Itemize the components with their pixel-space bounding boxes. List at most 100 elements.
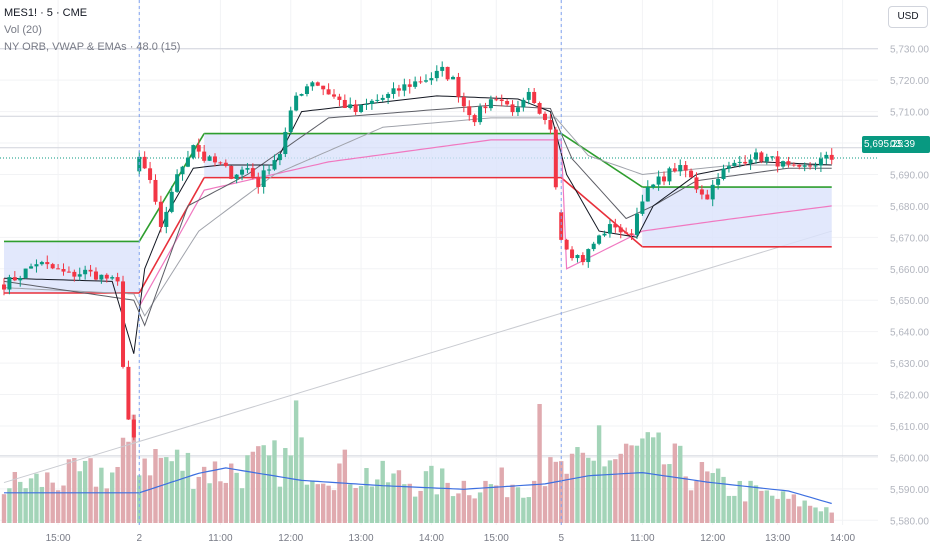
volume-bar	[320, 483, 326, 523]
candle-body	[570, 249, 575, 259]
candle	[499, 94, 504, 107]
candle-body	[153, 179, 158, 202]
candle	[705, 189, 710, 200]
candle-body	[543, 113, 547, 120]
price-tick-label: 5,660.00	[890, 265, 929, 276]
candle-body	[640, 201, 645, 214]
bar-countdown: 03:39	[890, 139, 916, 150]
candle	[332, 89, 337, 99]
candle	[148, 161, 153, 184]
candle-body	[326, 89, 331, 95]
candle	[570, 246, 575, 261]
candle-body	[737, 161, 742, 163]
candle	[18, 275, 23, 287]
currency-button[interactable]: USD	[888, 6, 928, 28]
volume-bar	[418, 490, 423, 523]
candle-body	[689, 170, 694, 178]
volume-bar	[575, 447, 580, 523]
candle	[304, 83, 309, 97]
volume-bar	[694, 481, 699, 523]
candle-body	[256, 176, 261, 187]
candle-body	[829, 154, 834, 160]
volume-bar	[732, 495, 737, 523]
volume-bar	[564, 473, 569, 523]
volume-bar	[402, 484, 407, 523]
candle	[829, 148, 834, 165]
volume-bar	[169, 461, 174, 523]
candle-body	[483, 106, 488, 109]
candle-body	[386, 93, 391, 98]
candle	[505, 98, 510, 107]
candle-body	[645, 187, 650, 202]
candle	[678, 159, 683, 177]
candle	[645, 180, 650, 202]
candle-body	[526, 91, 531, 100]
volume-bar	[207, 483, 212, 523]
volume-bar	[753, 485, 759, 523]
candle-body	[764, 156, 769, 162]
candle	[423, 74, 428, 83]
volume-bar	[72, 457, 77, 523]
candle	[434, 65, 439, 82]
indicator-lines	[3, 95, 832, 354]
candle	[56, 264, 61, 270]
candle-body	[23, 268, 28, 278]
candle	[445, 66, 450, 81]
candle-body	[299, 93, 304, 96]
volume-bar	[526, 497, 531, 523]
volume-bar	[629, 445, 634, 523]
candle-body	[721, 168, 726, 179]
candle	[369, 99, 374, 110]
candle	[72, 269, 77, 282]
candle-body	[39, 262, 44, 265]
candle	[283, 127, 288, 158]
time-tick-label: 14:00	[830, 533, 855, 544]
candle-body	[304, 86, 309, 94]
candle-body	[515, 107, 520, 113]
candle-body	[634, 213, 639, 235]
candle	[456, 72, 461, 103]
candle	[689, 168, 694, 178]
volume-bar	[586, 457, 591, 523]
volume-bar	[434, 494, 439, 523]
ema-fast-line	[3, 95, 832, 354]
candle-body	[537, 103, 542, 114]
volume-bar	[596, 425, 602, 523]
volume-bar	[542, 486, 548, 523]
volume-bar	[445, 482, 450, 523]
volume-bar	[602, 466, 607, 523]
candle-body	[532, 91, 537, 104]
candle-body	[218, 162, 223, 164]
candle-body	[50, 264, 55, 269]
candle	[142, 151, 147, 170]
candle-body	[445, 66, 450, 80]
time-axis[interactable]: 15:00 2 11:00 12:00 13:00 14:00 15:00 5 11:00 12:…	[0, 525, 878, 550]
volume-bar	[412, 496, 418, 523]
candle-body	[418, 81, 423, 83]
candle	[234, 174, 239, 184]
candle-body	[461, 96, 466, 107]
volume-bar	[120, 437, 126, 523]
candle	[348, 97, 353, 110]
symbol-title[interactable]: MES1! · 5 · CME	[4, 7, 88, 19]
candle	[126, 360, 131, 420]
volume-bar	[61, 485, 66, 523]
candle-body	[694, 177, 699, 190]
time-tick-label: 13:00	[349, 533, 374, 544]
volume-bar	[266, 455, 272, 523]
candle-body	[121, 281, 126, 367]
candle-body	[272, 160, 277, 170]
candlestick-series	[2, 61, 834, 441]
time-tick-label: 11:00	[630, 533, 655, 544]
candle	[153, 174, 158, 205]
candle-body	[207, 156, 212, 161]
price-axis[interactable]: 5,730.005,720.005,710.005,700.005,690.00…	[878, 0, 932, 550]
candle	[580, 252, 585, 266]
candle	[721, 164, 726, 181]
indicator-legend[interactable]: NY ORB, VWAP & EMAs · 48.0 (15)	[4, 41, 181, 53]
volume-legend[interactable]: Vol (20)	[4, 24, 42, 36]
volume-bar	[829, 512, 834, 523]
candle-body	[158, 201, 163, 227]
volume-bar	[802, 500, 807, 523]
